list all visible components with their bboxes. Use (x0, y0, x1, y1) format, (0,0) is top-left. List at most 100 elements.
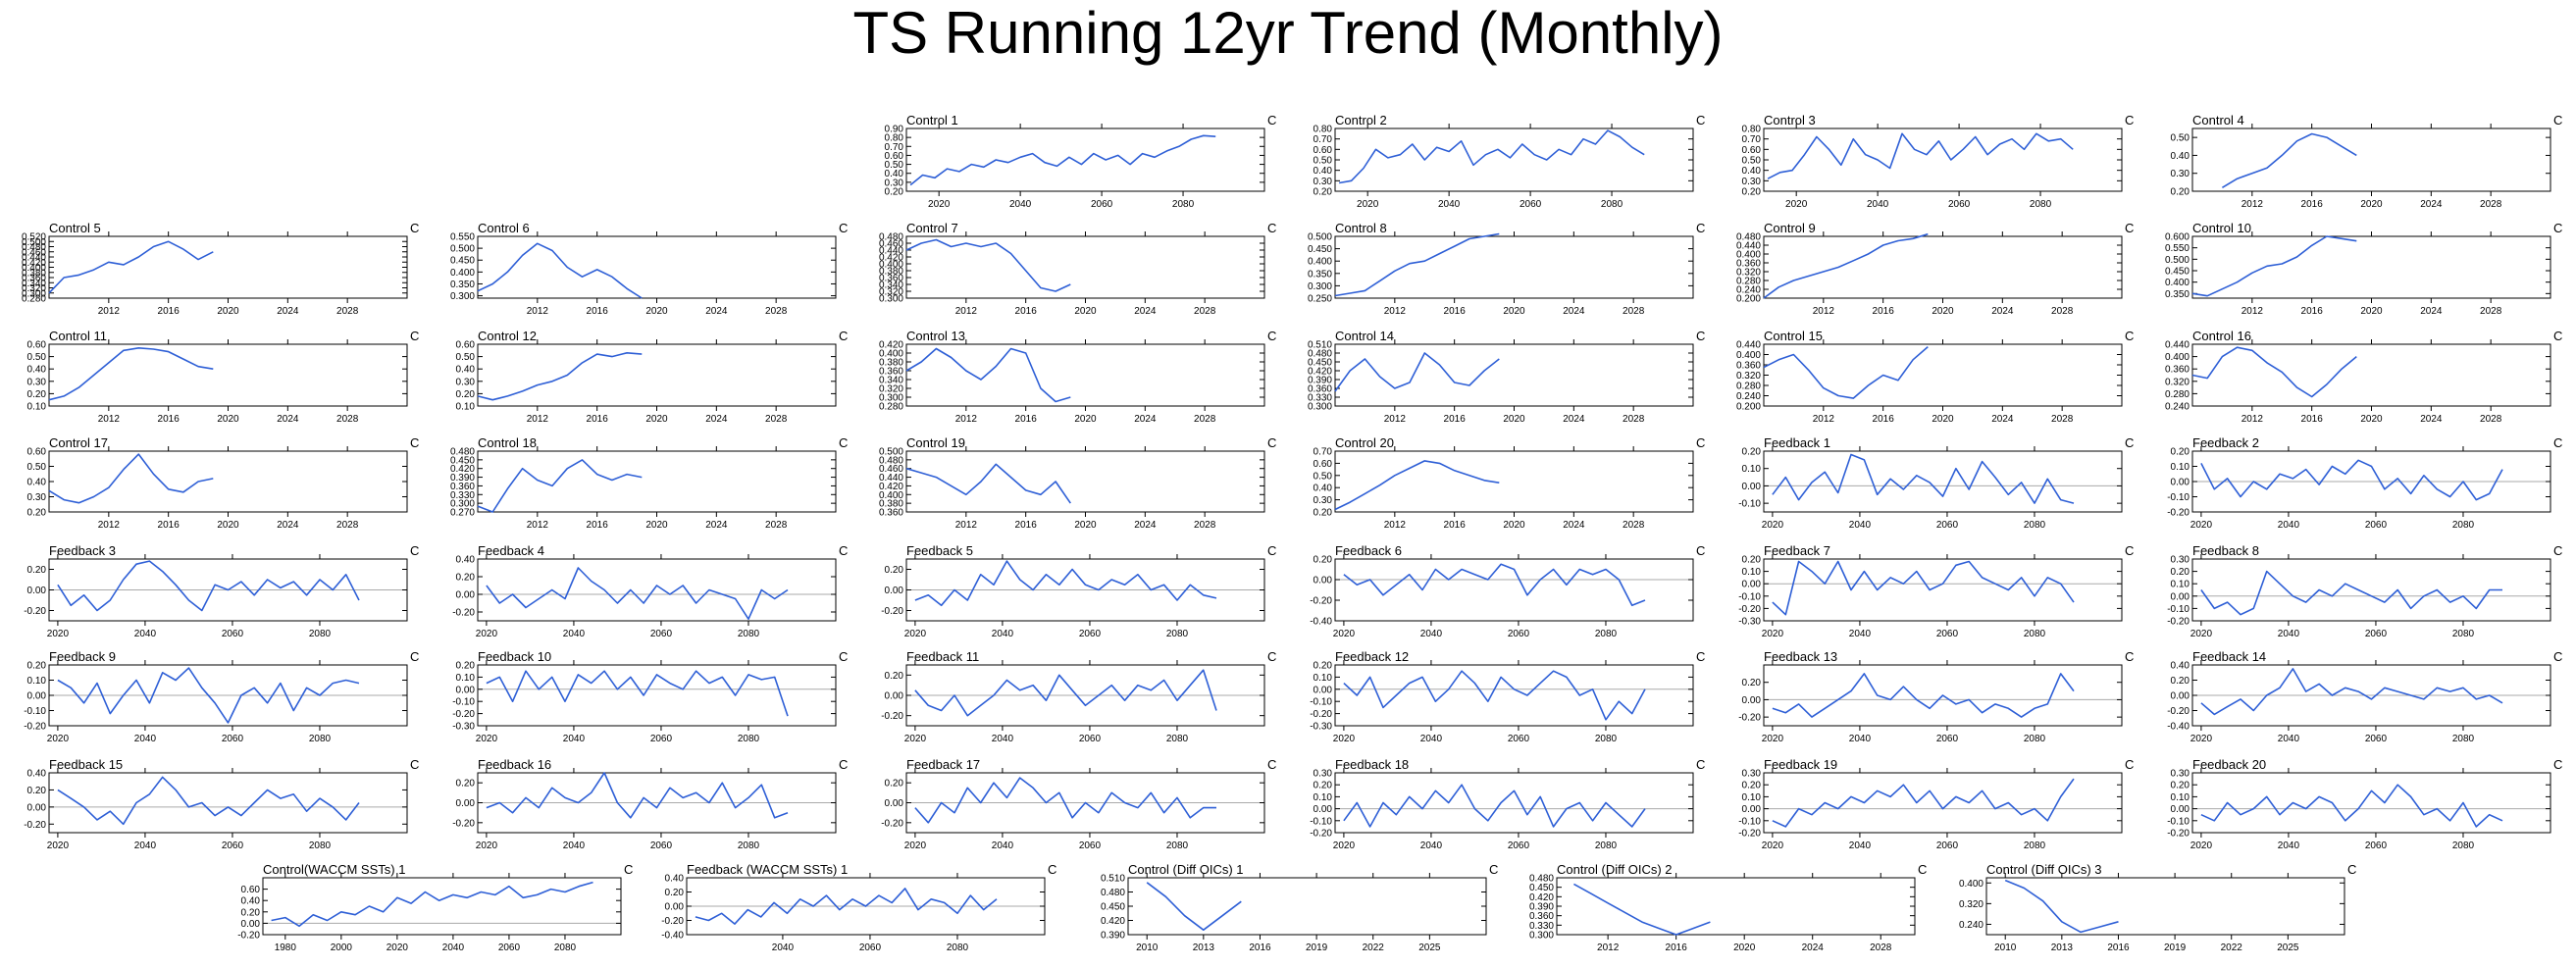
y-tick-label: 0.200 (1736, 294, 1761, 305)
y-tick-label: 0.20 (2171, 567, 2190, 578)
y-tick-label: 0.50 (1314, 471, 1333, 482)
panel-title: Control 6 (478, 221, 530, 235)
y-tick-label: -0.20 (661, 916, 684, 927)
y-tick-label: -0.20 (1310, 596, 1332, 607)
y-tick-label: 0.340 (879, 280, 903, 291)
plot-frame (477, 664, 837, 727)
x-tick-label: 2020 (1357, 199, 1379, 210)
series-line (2191, 346, 2357, 398)
x-tick-label: 2020 (1762, 629, 1784, 639)
panel-units: C (839, 757, 849, 772)
x-tick-label: 2028 (2051, 306, 2074, 317)
y-tick-label: 0.380 (879, 499, 903, 510)
x-tick-label: 2080 (2030, 199, 2052, 210)
x-tick-label: 2080 (1172, 199, 1195, 210)
x-tick-label: 2020 (645, 306, 668, 317)
y-tick-label: 0.00 (885, 586, 904, 596)
y-tick-label: 0.60 (27, 340, 47, 351)
panel-control-6: Control 6 C 0.300 0.350 0.400 0.450 0.500 0.550… (450, 222, 848, 318)
x-tick-label: 2024 (2420, 414, 2443, 425)
series-line (57, 560, 360, 612)
x-tick-label: 2080 (738, 734, 760, 744)
x-tick-label: 2010 (1136, 943, 1159, 953)
x-tick-label: 2019 (1306, 943, 1328, 953)
y-tick-label: 0.480 (22, 242, 46, 253)
x-tick-label: 2000 (331, 943, 353, 953)
plot-frame (262, 877, 622, 936)
plot-area: 0.200.300.400.500.600.700.80 2020 2040 2060… (1314, 124, 1694, 210)
y-tick-label: 0.00 (27, 802, 47, 813)
plot-area: -0.20 -0.100.000.100.200.30 2020 2040 2060 20… (2167, 768, 2551, 851)
x-tick-label: 2040 (563, 629, 586, 639)
y-tick-label: 0.300 (879, 393, 903, 404)
x-tick-label: 2020 (2190, 734, 2213, 744)
x-tick-label: 2040 (1849, 629, 1872, 639)
x-tick-label: 2040 (992, 734, 1014, 744)
x-tick-label: 2080 (2024, 520, 2046, 531)
y-tick-label: -0.20 (881, 606, 903, 617)
series-line (1772, 673, 2075, 718)
x-tick-label: 2020 (2360, 306, 2383, 317)
x-tick-label: 2028 (765, 414, 788, 425)
x-tick-label: 2060 (1936, 734, 1959, 744)
plot-frame (1334, 235, 1694, 299)
plot-frame (48, 343, 408, 407)
series-line (477, 459, 643, 513)
panel-title: Control 10 (2192, 221, 2251, 235)
plot-area: -0.30 -0.20-0.10 0.000.100.20 2020 2040 2060 2… (1310, 660, 1694, 744)
y-tick-label: 0.420 (450, 464, 475, 475)
x-tick-label: 2060 (1508, 629, 1530, 639)
x-tick-label: 2040 (134, 629, 157, 639)
panel-feedback-15: Feedback 15 C -0.20 0.00 0.20 0.40 2020 2040 206… (24, 758, 419, 852)
x-tick-label: 2016 (1873, 414, 1895, 425)
y-tick-label: 0.90 (885, 125, 904, 135)
x-tick-label: 2028 (2480, 199, 2502, 210)
y-tick-label: 0.30 (2171, 555, 2190, 566)
panel-title: Control 8 (1335, 221, 1387, 235)
x-tick-label: 2020 (217, 306, 239, 317)
y-tick-label: 0.00 (2171, 478, 2190, 488)
y-tick-label: 0.300 (450, 499, 475, 510)
x-tick-label: 2020 (1333, 734, 1356, 744)
y-tick-label: -0.10 (1738, 499, 1761, 510)
x-tick-label: 2012 (2241, 199, 2264, 210)
y-tick-label: 0.50 (456, 352, 476, 363)
x-tick-label: 2010 (1994, 943, 2017, 953)
y-tick-label: 0.20 (1742, 781, 1762, 791)
plot-area: 0.200.300.400.500.600.700.800.90 2020 2040… (885, 124, 1265, 210)
x-tick-label: 2024 (277, 520, 299, 531)
x-tick-label: 2080 (309, 841, 332, 851)
series-line (914, 777, 1216, 824)
x-tick-label: 2024 (1991, 414, 2014, 425)
y-tick-label: 0.360 (1736, 361, 1761, 372)
x-tick-label: 2060 (859, 943, 882, 953)
y-tick-label: 0.30 (1742, 769, 1762, 780)
y-tick-label: 0.70 (1314, 447, 1333, 458)
y-tick-label: -0.10 (2167, 604, 2190, 615)
x-tick-label: 2012 (2241, 414, 2264, 425)
panel-title: Feedback 6 (1335, 543, 1402, 558)
y-tick-label: 0.510 (1101, 874, 1125, 885)
series-line (914, 669, 1217, 717)
y-tick-label: -0.20 (2167, 829, 2190, 840)
panel-feedback-13: Feedback 13 C -0.20 0.00 0.20 2020 2040 2060 208… (1738, 650, 2134, 745)
x-tick-label: 2020 (476, 841, 498, 851)
plot-area: 0.200.300.400.500.600.700.80 2020 2040 2060… (1742, 124, 2123, 210)
panel-units: C (1267, 435, 1277, 450)
y-tick-label: 0.00 (456, 685, 476, 695)
y-tick-label: 0.20 (1314, 187, 1333, 198)
panel-feedback-12: Feedback 12 C -0.30 -0.20 -0.10 0.00 0.10 0.20 2… (1310, 650, 1705, 745)
series-line (2004, 879, 2119, 934)
panel-title: Feedback 14 (2192, 649, 2267, 664)
y-tick-label: 0.00 (1742, 804, 1762, 815)
y-tick-label: 0.20 (665, 888, 685, 898)
plot-area: -0.20 0.00 0.20 0.40 2020 2040 2060 2080 (452, 554, 837, 639)
x-tick-label: 2016 (1444, 306, 1467, 317)
panel-title: Control 4 (2192, 113, 2244, 127)
panel-title: Feedback 16 (478, 757, 552, 772)
panel-units: C (410, 221, 420, 235)
x-tick-label: 2040 (2278, 629, 2300, 639)
y-tick-label: -0.20 (881, 818, 903, 829)
y-tick-label: 0.390 (1308, 376, 1332, 386)
